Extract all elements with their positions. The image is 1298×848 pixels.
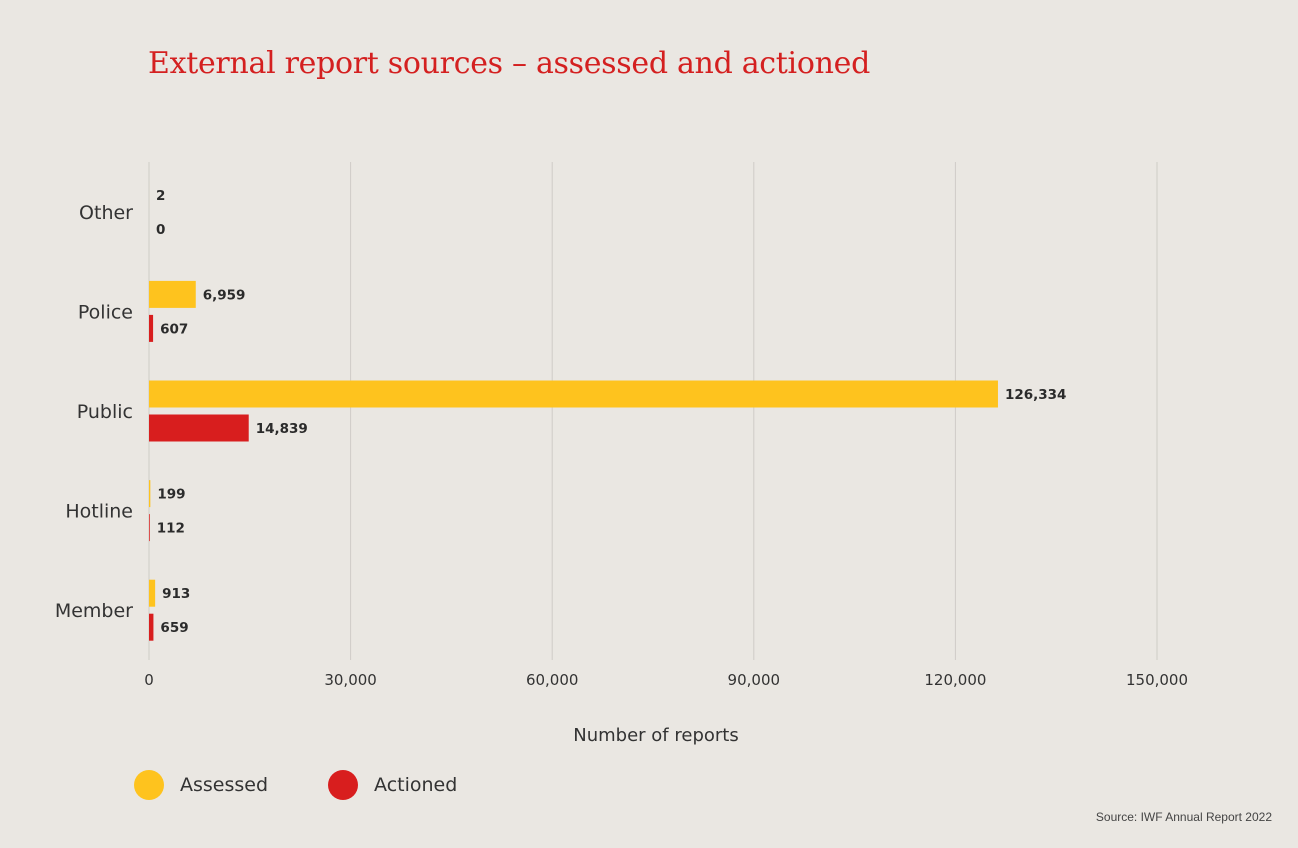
- data-label: 0: [156, 222, 165, 238]
- data-label: 607: [160, 321, 188, 337]
- legend-item-assessed: Assessed: [134, 770, 268, 800]
- bar-assessed-police: [149, 280, 196, 308]
- bar-assessed-member: [149, 579, 156, 607]
- legend-label-actioned: Actioned: [374, 774, 458, 796]
- data-label: 6,959: [203, 287, 246, 303]
- bar-actioned-public: [149, 414, 249, 442]
- data-label: 2: [156, 188, 165, 204]
- chart-title: External report sources – assessed and a…: [148, 46, 870, 81]
- x-tick-label: 30,000: [324, 671, 377, 689]
- legend: Assessed Actioned: [134, 770, 517, 800]
- x-axis-ticks: 0 30,000 60,000 90,000 120,000 150,000: [144, 671, 1188, 689]
- bar-assessed-hotline: [149, 480, 151, 508]
- legend-swatch-assessed: [134, 770, 164, 800]
- category-label: Member: [55, 600, 133, 622]
- bars: [149, 181, 998, 641]
- bar-actioned-member: [149, 613, 154, 641]
- data-labels: 2 0 6,959 607 126,334 14,839 199 112 913 659: [156, 188, 1066, 636]
- data-label: 199: [157, 487, 185, 503]
- data-label: 14,839: [256, 421, 308, 437]
- bar-assessed-public: [149, 380, 998, 408]
- x-tick-label: 0: [144, 671, 154, 689]
- legend-swatch-actioned: [328, 770, 359, 800]
- source-note: Source: IWF Annual Report 2022: [1095, 810, 1272, 824]
- x-tick-label: 150,000: [1126, 671, 1188, 689]
- category-label: Public: [77, 401, 133, 423]
- bar-actioned-police: [149, 314, 154, 342]
- x-tick-label: 120,000: [924, 671, 986, 689]
- x-tick-label: 60,000: [526, 671, 579, 689]
- legend-item-actioned: Actioned: [328, 770, 457, 800]
- data-label: 112: [157, 521, 185, 537]
- category-labels: Other Police Public Hotline Member: [55, 202, 133, 622]
- data-label: 913: [162, 586, 190, 602]
- x-tick-label: 90,000: [728, 671, 781, 689]
- x-axis-title: Number of reports: [573, 725, 738, 746]
- legend-label-assessed: Assessed: [180, 774, 269, 796]
- category-label: Police: [78, 301, 133, 323]
- gridlines: [148, 162, 1158, 660]
- category-label: Other: [79, 202, 133, 224]
- category-label: Hotline: [65, 501, 133, 523]
- bar-actioned-hotline: [149, 514, 150, 542]
- data-label: 126,334: [1005, 387, 1067, 403]
- data-label: 659: [160, 620, 188, 636]
